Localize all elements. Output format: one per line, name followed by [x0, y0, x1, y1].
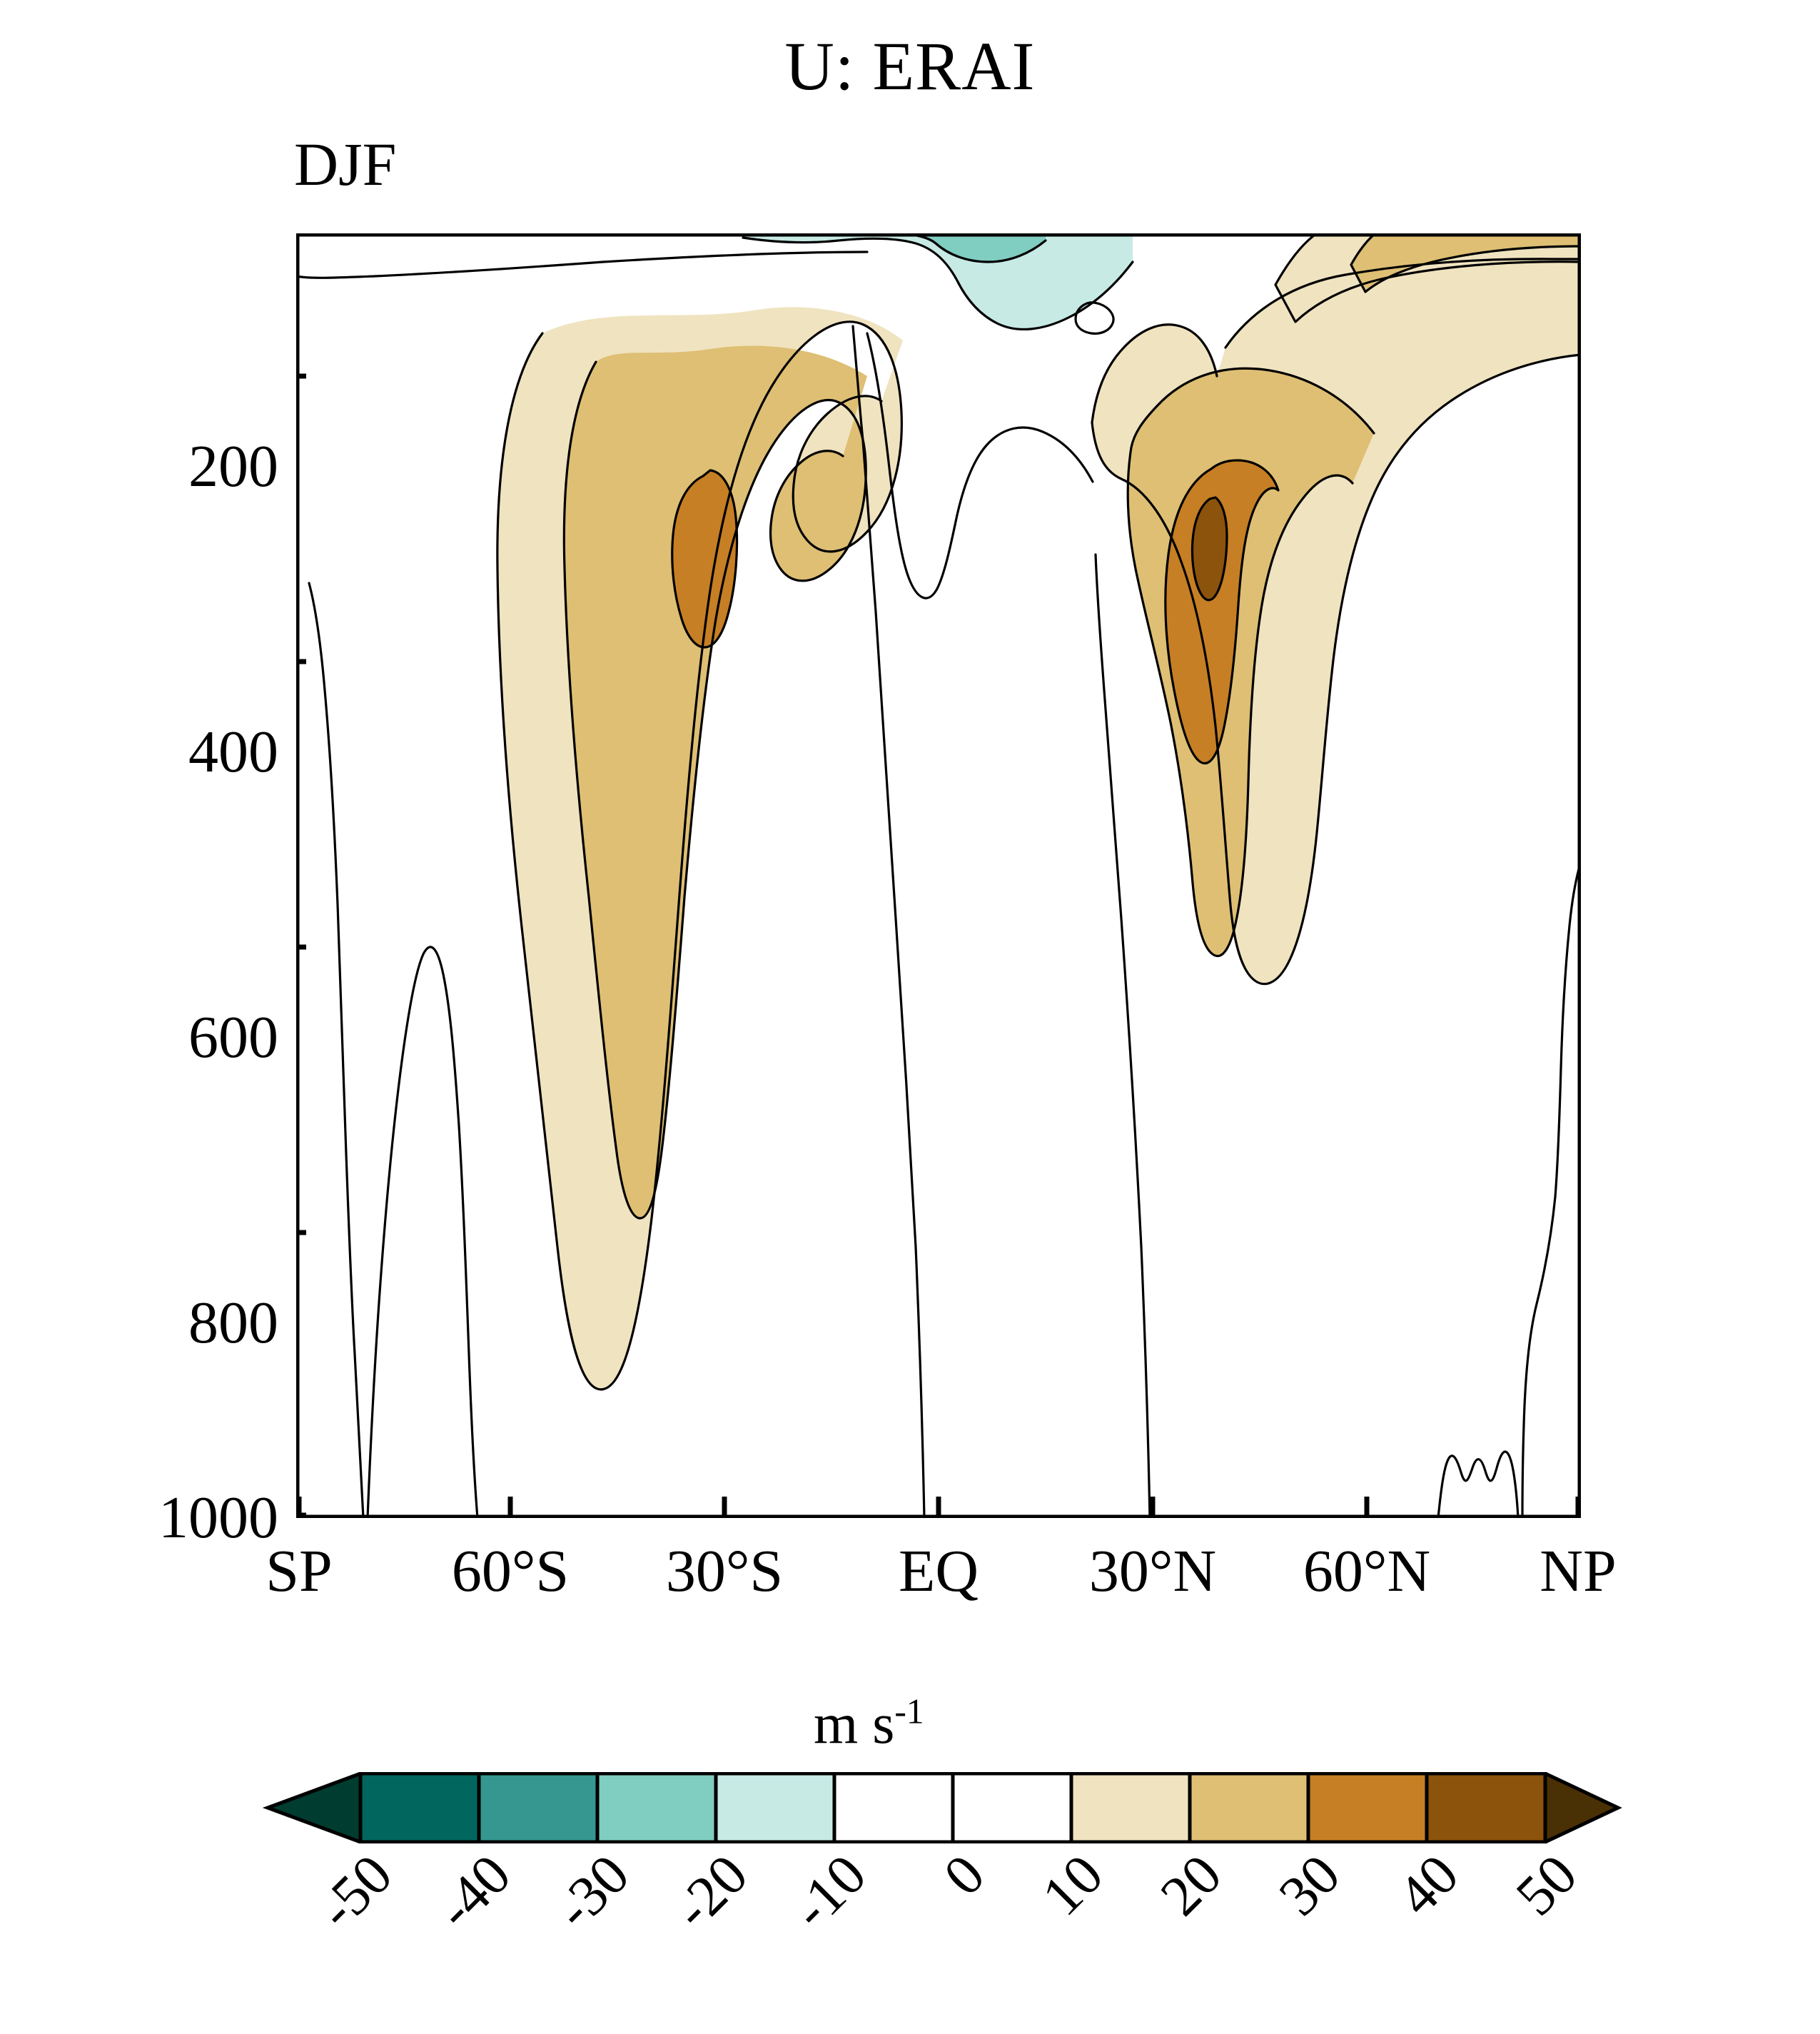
contour-line-nh-10c: [1091, 353, 1581, 986]
colorbar-units-label: m s-1: [814, 1693, 924, 1756]
colorbar-tick--20: -20: [661, 1843, 760, 1941]
colorbar-tick-30: 30: [1267, 1843, 1353, 1928]
contour-line-nh-upper-10: [1274, 233, 1581, 323]
colorbar-swatch-over: [1543, 1772, 1622, 1843]
contour-line-sh-10: [496, 320, 903, 1391]
y-tick-800: 800: [188, 1290, 278, 1356]
colorbar-swatch-20-30: [1188, 1772, 1310, 1843]
colorbar-tick-10: 10: [1030, 1843, 1116, 1928]
contour-line-zero-np-1: [1521, 860, 1581, 1518]
x-tick-sp: SP: [266, 1538, 333, 1604]
x-tick-np: NP: [1540, 1538, 1617, 1604]
colorbar-swatch--30--20: [595, 1772, 718, 1843]
contour-line-sh-20: [562, 360, 867, 1220]
contour-line-nh-30: [1164, 459, 1280, 764]
colorbar-swatch--40--30: [477, 1772, 600, 1843]
contour-band-sh-30: [672, 470, 737, 647]
contour-band-easterly-20: [884, 233, 1046, 262]
y-tick-1000: 1000: [158, 1484, 278, 1551]
x-axis-ticks: [296, 1497, 1581, 1518]
y-tick-400: 400: [188, 719, 278, 785]
y-tick-200: 200: [188, 433, 278, 500]
contour-line-zero-nh: [1094, 553, 1151, 1518]
x-tick-30s: 30°S: [665, 1538, 784, 1604]
x-axis-labels: SP 60°S 30°S EQ 30°N 60°N NP: [266, 1536, 1616, 1621]
contour-line-nh-20: [1126, 446, 1354, 958]
contour-band-sh-20: [564, 345, 867, 1218]
colorbar-units-main: m s: [814, 1693, 895, 1756]
colorbar-tick--10: -10: [779, 1843, 879, 1941]
colorbar-tick-0: 0: [932, 1843, 997, 1908]
colorbar-tick-labels: -50 -40 -30 -20 -10 0 10 20 30 40 50: [253, 1843, 1631, 2008]
page-title: U: ERAI: [784, 28, 1036, 104]
colorbar: [253, 1772, 1631, 1843]
colorbar-tick--50: -50: [305, 1843, 405, 1941]
colorbar-swatch-10-20: [1069, 1772, 1192, 1843]
colorbar-swatch-30-40: [1306, 1772, 1429, 1843]
contour-line-sh-30: [671, 469, 739, 649]
contour-plot: [296, 233, 1581, 1518]
contour-band-easterly-10: [739, 233, 1133, 330]
colorbar-swatch--10-0: [832, 1772, 955, 1843]
contour-line-zero-eq: [866, 332, 1094, 599]
contour-line-nh-upper-20: [1350, 233, 1581, 293]
contour-line-zero-closed-eq: [1074, 301, 1115, 335]
contour-line-zero-left-edge: [296, 251, 869, 279]
x-tick-30n: 30°N: [1088, 1538, 1217, 1604]
contour-line-zero-np-jag: [1437, 1450, 1520, 1518]
contour-line-zero-sp-2: [366, 946, 479, 1518]
colorbar-tick-40: 40: [1385, 1843, 1471, 1928]
x-tick-eq: EQ: [899, 1538, 979, 1604]
season-label: DJF: [294, 130, 397, 198]
x-tick-60n: 60°N: [1303, 1538, 1431, 1604]
x-tick-60s: 60°S: [451, 1538, 570, 1604]
contour-line-easterly-20: [893, 233, 1047, 263]
contour-line-nh-40: [1190, 496, 1228, 602]
contour-lines: [296, 233, 1581, 1518]
y-tick-600: 600: [188, 1004, 278, 1071]
colorbar-tick-50: 50: [1504, 1843, 1589, 1928]
colorbar-units-exponent: -1: [894, 1691, 924, 1731]
contour-band-nh-upper-10: [1275, 233, 1581, 322]
colorbar-tick-20: 20: [1148, 1843, 1234, 1928]
contour-line-easterly-10: [742, 236, 1134, 330]
colorbar-swatch-under: [262, 1772, 363, 1843]
contour-band-nh-40: [1192, 497, 1227, 600]
colorbar-svg: [262, 1772, 1622, 1843]
contour-line-zero-sh-eq: [851, 325, 926, 1518]
colorbar-swatch--50--40: [358, 1772, 481, 1843]
contour-line-nh-10: [1091, 323, 1218, 424]
contour-line-zero-sp-1: [308, 582, 365, 1518]
contour-plot-svg: [296, 233, 1581, 1518]
y-axis-labels: 200 400 600 800 1000: [86, 233, 278, 1548]
colorbar-swatch-40-50: [1425, 1772, 1547, 1843]
colorbar-swatch-0-10: [951, 1772, 1073, 1843]
colorbar-tick--40: -40: [424, 1843, 523, 1941]
colorbar-tick--30: -30: [542, 1843, 642, 1941]
colorbar-swatch--20--10: [714, 1772, 836, 1843]
contour-line-nh-20b: [1130, 367, 1375, 449]
